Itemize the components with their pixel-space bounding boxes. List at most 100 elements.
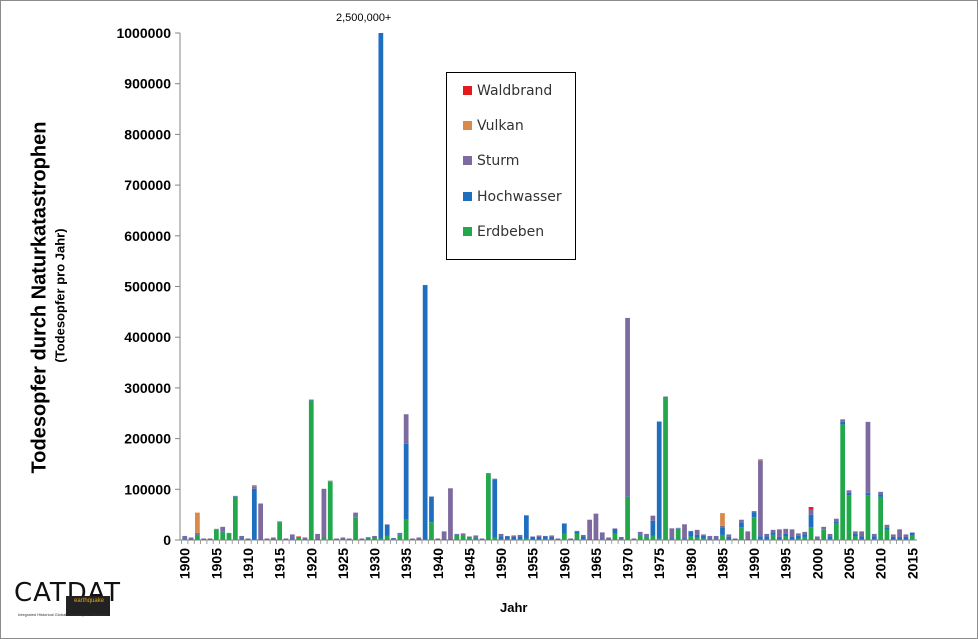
bar-segment-sturm-1939 [429, 496, 434, 497]
bar-segment-sturm-1900 [182, 535, 188, 539]
bar-segment-hochwasser-1911 [251, 488, 257, 540]
bars [182, 33, 915, 540]
bar-segment-sturm-1977 [669, 528, 675, 539]
bar-segment-erdbeben-1905 [214, 529, 219, 540]
bar-segment-erdbeben-1910 [245, 539, 251, 540]
bar-segment-erdbeben-1990 [751, 517, 757, 540]
bar-segment-hochwasser-1989 [745, 538, 751, 540]
bar-segment-hochwasser-1975 [656, 421, 662, 539]
bar-segment-waldbrand-1938 [422, 284, 428, 286]
bar-segment-erdbeben-1994 [777, 539, 782, 540]
bar-segment-sturm-1958 [549, 535, 555, 537]
bar-segment-erdbeben-1948 [486, 474, 491, 540]
bar-segment-hochwasser-1961 [568, 538, 574, 540]
bar-segment-hochwasser-1979 [682, 538, 687, 539]
bar-segment-sturm-1937 [416, 537, 422, 539]
bar-segment-sturm-1992 [764, 533, 770, 537]
bar-segment-erdbeben-2005 [846, 495, 852, 540]
bar-segment-hochwasser-1987 [732, 538, 738, 540]
bar-segment-hochwasser-1942 [448, 538, 453, 540]
bar-segment-sturm-1948 [486, 473, 491, 474]
bar-segment-hochwasser-1965 [593, 538, 599, 540]
bar-segment-hochwasser-1908 [232, 496, 238, 497]
bar-segment-hochwasser-1933 [391, 538, 396, 539]
x-tick-label: 1985 [714, 548, 730, 579]
bar-segment-erdbeben-1902 [195, 534, 200, 540]
bar-segment-hochwasser-1915 [277, 521, 283, 523]
legend-item-vulkan: Vulkan [463, 116, 524, 136]
bar-segment-sturm-2009 [871, 533, 877, 537]
bar-segment-erdbeben-1952 [511, 539, 517, 540]
bar-segment-sturm-1906 [220, 526, 226, 532]
y-axis-subtitle: (Todesopfer pro Jahr) [52, 228, 68, 363]
x-tick-label: 1945 [461, 548, 477, 579]
bar-segment-erdbeben-1967 [606, 539, 611, 540]
bar-segment-erdbeben-2002 [827, 538, 833, 540]
bar-segment-hochwasser-1994 [777, 536, 782, 540]
legend-label: Vulkan [477, 118, 524, 134]
bar-segment-hochwasser-1916 [283, 538, 289, 540]
x-tick-label: 1935 [398, 548, 414, 579]
bar-segment-sturm-1910 [245, 538, 251, 539]
bar-segment-erdbeben-1943 [454, 534, 460, 540]
y-tick-label: 400000 [124, 329, 171, 345]
x-tick-label: 1925 [335, 548, 351, 579]
bar-segment-erdbeben-1920 [308, 400, 314, 540]
bar-segment-erdbeben-1955 [530, 539, 536, 540]
bar-segment-sturm-1902 [195, 532, 200, 535]
x-tick-label: 1965 [588, 548, 604, 579]
bar-segment-hochwasser-2006 [852, 533, 858, 537]
bar-segment-sturm-1998 [802, 531, 808, 535]
x-tick-label: 1980 [683, 548, 699, 579]
bar-segment-sturm-1965 [593, 513, 599, 539]
bar-segment-sturm-2003 [833, 518, 839, 522]
bar-segment-sturm-1986 [726, 534, 732, 537]
bar-segment-erdbeben-1944 [460, 535, 466, 540]
bar-segment-sturm-2001 [821, 526, 827, 530]
bar-segment-sturm-1946 [473, 535, 479, 538]
x-tick-label: 1955 [525, 548, 541, 579]
legend-label: Erdbeben [477, 224, 545, 240]
bar-segment-sturm-1969 [618, 536, 624, 539]
bar-segment-hochwasser-1997 [796, 535, 801, 539]
bar-segment-waldbrand-1911 [251, 485, 257, 486]
x-tick-label: 1900 [177, 548, 193, 579]
bar-segment-sturm-1952 [511, 535, 517, 537]
legend-swatch-sturm [463, 156, 472, 165]
bar-segment-erdbeben-1989 [745, 539, 751, 540]
bar-segment-hochwasser-1958 [549, 536, 555, 540]
bar-segment-erdbeben-1941 [441, 539, 447, 540]
bar-segment-erdbeben-1971 [631, 539, 637, 540]
bar-segment-sturm-1971 [631, 538, 637, 539]
bar-segment-sturm-1912 [258, 503, 264, 539]
bar-segment-sturm-2010 [878, 491, 883, 495]
bar-segment-hochwasser-1923 [327, 481, 333, 482]
bar-segment-hochwasser-1954 [523, 515, 529, 539]
bar-segment-sturm-2004 [840, 419, 846, 422]
bar-segment-sturm-1970 [625, 317, 630, 497]
bar-segment-hochwasser-1925 [340, 538, 346, 540]
bar-segment-sturm-1919 [302, 537, 308, 539]
bar-segment-sturm-1956 [536, 535, 542, 537]
bar-segment-hochwasser-1938 [422, 285, 428, 540]
bar-segment-hochwasser-1914 [270, 538, 276, 540]
bar-segment-hochwasser-2000 [814, 538, 820, 540]
bar-segment-sturm-1983 [707, 535, 713, 539]
bar-segment-erdbeben-1959 [555, 539, 561, 540]
bar-segment-hochwasser-1917 [289, 538, 295, 539]
bar-segment-erdbeben-1908 [232, 496, 238, 540]
bar-segment-hochwasser-1982 [701, 535, 706, 539]
bar-segment-hochwasser-1963 [580, 536, 586, 539]
bar-segment-sturm-1967 [606, 537, 611, 539]
bar-segment-hochwasser-1943 [454, 534, 460, 535]
x-tick-label: 1990 [746, 548, 762, 579]
bar-segment-erdbeben-1949 [492, 537, 498, 540]
legend-label: Waldbrand [477, 83, 553, 99]
bar-segment-erdbeben-2010 [878, 496, 883, 540]
bar-segment-erdbeben-1957 [542, 538, 548, 540]
legend-swatch-erdbeben [463, 227, 472, 236]
y-tick-label: 700000 [124, 177, 171, 193]
bar-segment-sturm-2011 [884, 524, 890, 528]
bar-segment-hochwasser-1976 [663, 397, 668, 399]
bar-segment-sturm-1950 [498, 533, 504, 537]
